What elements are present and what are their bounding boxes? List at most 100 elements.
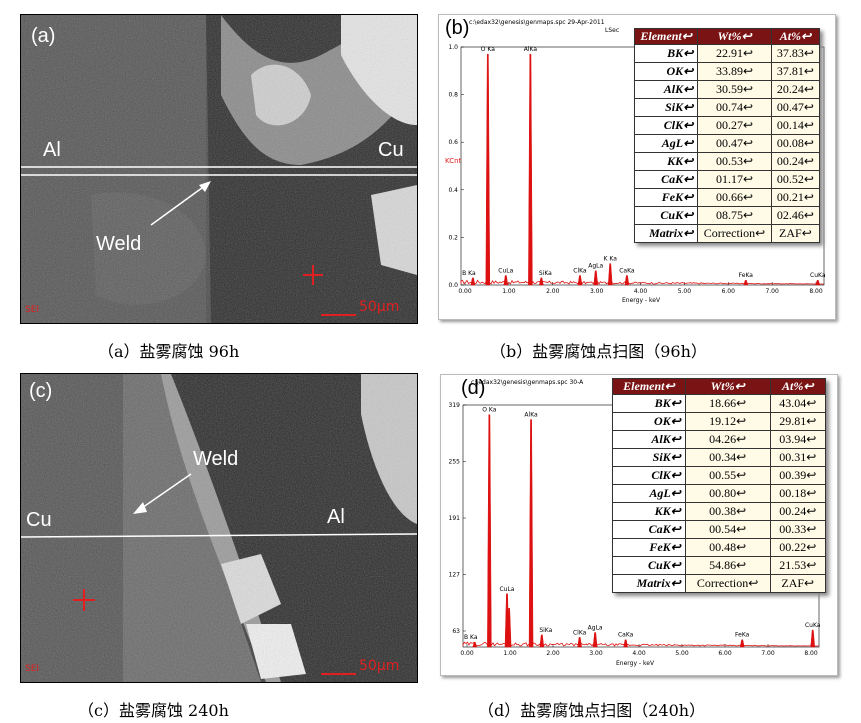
element-cell: CuK↩ [633, 206, 699, 225]
at-cell: 43.04↩ [769, 394, 826, 413]
spectrum-peak [485, 53, 491, 286]
scale-bar-label-c: 50μm [359, 658, 400, 674]
caption-b: （b）盐雾腐蚀点扫图（96h） [490, 342, 707, 361]
sem-image-a: (a) Al Cu Weld SEI 50μm [20, 14, 418, 324]
x-tick-label: 6.00 [722, 288, 736, 295]
spectrum-peak [743, 279, 749, 286]
wt-cell: 04.26↩ [684, 430, 771, 449]
spectrum-header: c:\edax32\genesis\genmaps.spc 29-Apr-201… [469, 19, 605, 26]
x-tick-label: 3.00 [590, 288, 604, 295]
element-cell: AgL↩ [633, 134, 699, 153]
at-cell: 00.24↩ [769, 502, 826, 521]
cu-label-c: Cu [26, 509, 52, 531]
at-cell: 00.21↩ [770, 188, 821, 207]
element-cell: Matrix↩ [633, 224, 699, 243]
element-cell: AlK↩ [633, 80, 699, 99]
table-row: AlK↩ 30.59↩ 20.24↩ [633, 80, 821, 99]
element-cell: ClK↩ [612, 466, 686, 485]
peak-label: O Ka [482, 407, 496, 414]
table-row: Matrix↩ Correction↩ ZAF↩ [633, 224, 821, 243]
peak-label: CaKa [619, 267, 635, 274]
wt-cell: 00.38↩ [684, 502, 771, 521]
peak-label: AlKa [524, 412, 538, 419]
at-cell: ZAF↩ [770, 224, 821, 243]
wt-cell: Correction↩ [697, 224, 772, 243]
y-axis-label: KCnt [445, 157, 462, 165]
peak-label: CuLa [498, 267, 513, 274]
x-axis-label-d: Energy - keV [616, 660, 655, 667]
wt-cell: 00.66↩ [697, 188, 772, 207]
at-cell: 00.33↩ [769, 520, 826, 539]
peak-label: CaKa [618, 632, 634, 639]
spectrum-peak [623, 639, 628, 648]
x-tick-label: 4.00 [634, 288, 648, 295]
x-tick-label: 2.00 [546, 650, 560, 657]
wt-cell: 00.48↩ [684, 538, 771, 557]
peak-label: CuKa [810, 272, 826, 279]
table-row: CuK↩ 54.86↩ 21.53↩ [612, 556, 826, 575]
header-wt: Wt%↩ [684, 378, 771, 395]
spectrum-header-2: LSec [605, 27, 620, 34]
peak-label: FeKa [739, 272, 754, 279]
element-cell: BK↩ [612, 394, 686, 413]
sem-image-c: (c) Cu Al Weld SEI 50μm [20, 373, 418, 683]
at-cell: 00.22↩ [769, 538, 826, 557]
at-cell: 29.81↩ [769, 412, 826, 431]
table-row: ClK↩ 00.55↩ 00.39↩ [612, 466, 826, 485]
at-cell: 00.39↩ [769, 466, 826, 485]
table-row: ClK↩ 00.27↩ 00.14↩ [633, 116, 821, 135]
at-cell: 37.81↩ [770, 62, 821, 81]
header-at: At%↩ [769, 378, 826, 395]
element-cell: OK↩ [612, 412, 686, 431]
x-tick-label: 6.00 [718, 650, 732, 657]
table-row: FeK↩ 00.48↩ 00.22↩ [612, 538, 826, 557]
x-tick-label: 1.00 [502, 288, 516, 295]
y-tick-label: 0.6 [448, 139, 458, 146]
x-tick-label: 0.00 [460, 650, 474, 657]
spectrum-peak [470, 277, 476, 286]
peak-label: AgLa [588, 263, 603, 270]
table-row: Matrix↩ Correction↩ ZAF↩ [612, 574, 826, 593]
peak-label: AgLa [588, 624, 603, 631]
table-row: OK↩ 33.89↩ 37.81↩ [633, 62, 821, 81]
spectrum-peak [539, 634, 545, 648]
at-cell: 00.24↩ [770, 152, 821, 171]
at-cell: 21.53↩ [769, 556, 826, 575]
spectrum-peak [815, 279, 821, 286]
element-cell: BK↩ [633, 44, 699, 63]
at-cell: 02.46↩ [770, 206, 821, 225]
element-cell: CaK↩ [612, 520, 686, 539]
peak-label: B Ka [464, 634, 478, 641]
table-row: FeK↩ 00.66↩ 00.21↩ [633, 188, 821, 207]
table-row: BK↩ 18.66↩ 43.04↩ [612, 394, 826, 413]
panel-label-c: (c) [29, 380, 53, 402]
peak-label: K Ka [604, 256, 618, 263]
table-row: KK↩ 00.53↩ 00.24↩ [633, 152, 821, 171]
peak-label: SiKa [539, 270, 552, 277]
table-row: AgL↩ 00.47↩ 00.08↩ [633, 134, 821, 153]
wt-cell: 30.59↩ [697, 80, 772, 99]
spectrum-peak [592, 632, 598, 648]
header-at: At%↩ [770, 28, 821, 45]
al-label-c: Al [327, 506, 345, 528]
wt-cell: 01.17↩ [697, 170, 772, 189]
y-tick-label: 127 [449, 572, 461, 579]
scale-bar-label: 50μm [359, 299, 400, 315]
at-cell: 00.14↩ [770, 116, 821, 135]
at-cell: 03.94↩ [769, 430, 826, 449]
x-tick-label: 3.00 [589, 650, 603, 657]
element-table-b: Element↩ Wt%↩ At%↩ BK↩ 22.91↩ 37.83↩ OK↩ 33.… [633, 28, 821, 243]
x-tick-label: 0.00 [458, 288, 472, 295]
element-cell: ClK↩ [633, 116, 699, 135]
spectrum-peak [577, 637, 582, 648]
table-row: AlK↩ 04.26↩ 03.94↩ [612, 430, 826, 449]
at-cell: 00.47↩ [770, 98, 821, 117]
peak-label: ClKa [573, 629, 587, 636]
detector-label-c: SEI [25, 664, 40, 674]
x-tick-label: 1.00 [503, 650, 517, 657]
wt-cell: 00.54↩ [684, 520, 771, 539]
x-axis-label: Energy - keV [622, 297, 661, 304]
peak-label: O Ka [481, 46, 495, 53]
table-row: OK↩ 19.12↩ 29.81↩ [612, 412, 826, 431]
x-tick-label: 7.00 [765, 288, 779, 295]
